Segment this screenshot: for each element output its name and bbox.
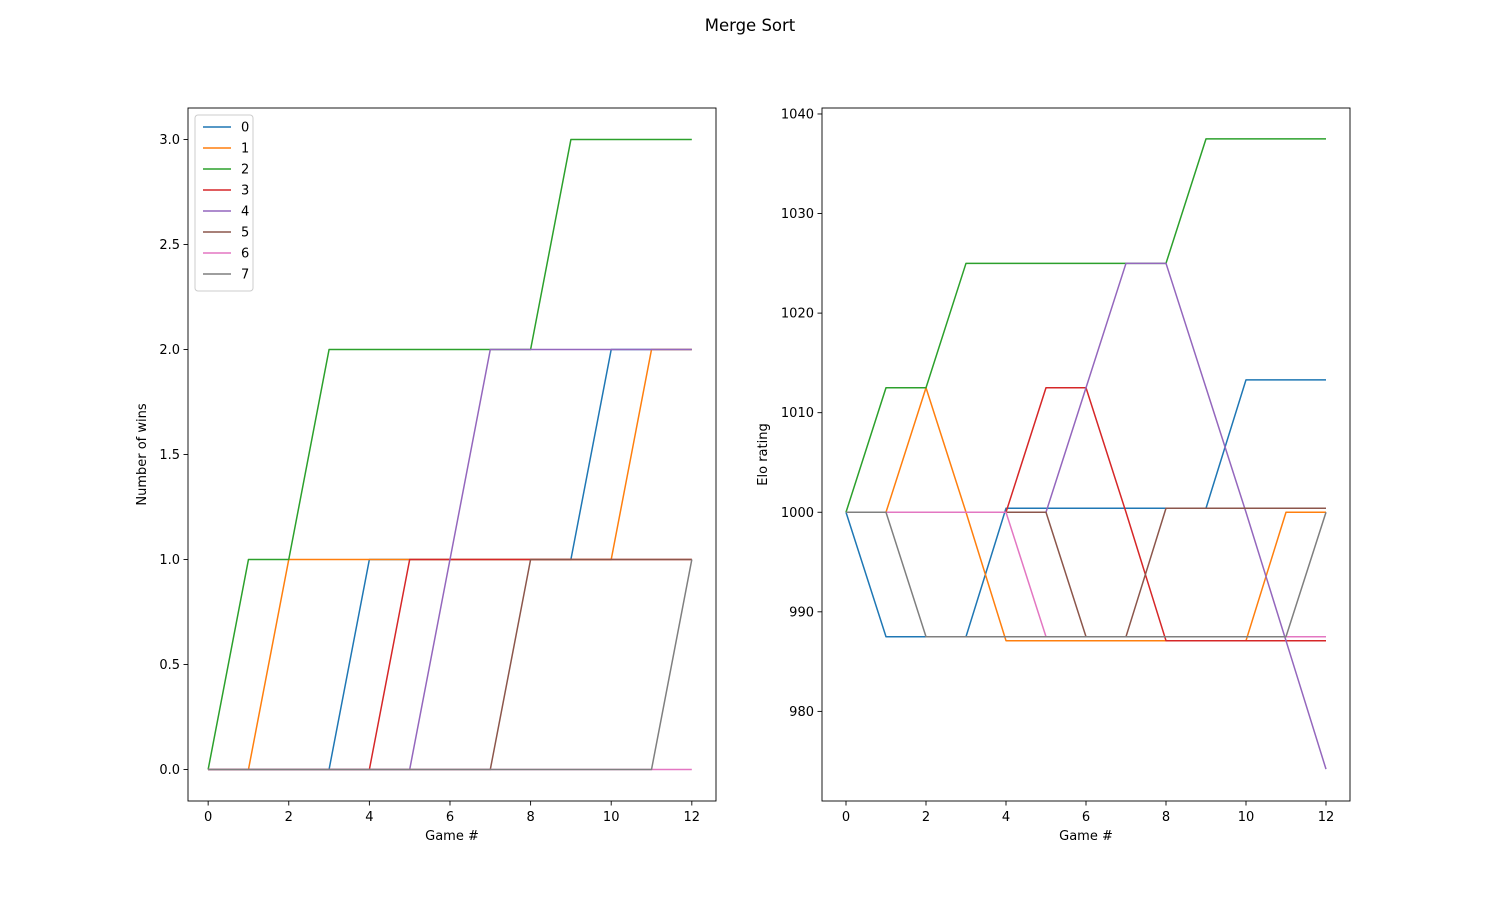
legend-label: 6 [241, 247, 249, 262]
y-tick-label: 3.0 [159, 133, 180, 148]
x-tick-label: 4 [1002, 810, 1010, 825]
x-tick-label: 2 [922, 810, 930, 825]
y-tick-label: 1000 [781, 506, 814, 521]
x-tick-label: 12 [1318, 810, 1335, 825]
x-tick-label: 12 [684, 810, 701, 825]
series-line-6 [846, 511, 1326, 638]
legend-label: 4 [241, 205, 249, 220]
x-tick-label: 10 [1238, 810, 1255, 825]
axes-frame [187, 107, 717, 802]
x-tick-label: 0 [842, 810, 850, 825]
legend-label: 5 [241, 226, 249, 241]
x-tick-label: 6 [446, 810, 454, 825]
legend-label: 3 [241, 184, 249, 199]
y-tick-label: 1020 [781, 307, 814, 322]
x-tick-label: 10 [603, 810, 620, 825]
legend-label: 2 [241, 163, 249, 178]
y-tick-label: 1.0 [159, 553, 180, 568]
y-tick-label: 1040 [781, 107, 814, 122]
y-tick-label: 0.5 [159, 658, 180, 673]
y-tick-label: 1010 [781, 406, 814, 421]
series-line-3 [208, 558, 692, 771]
series-line-2 [845, 138, 1326, 513]
series-line-2 [207, 138, 692, 770]
y-tick-label: 2.0 [159, 343, 180, 358]
series-line-7 [846, 511, 1327, 638]
legend-frame [194, 114, 254, 292]
x-tick-label: 4 [365, 810, 373, 825]
x-tick-label: 6 [1082, 810, 1090, 825]
y-tick-label: 0.0 [159, 763, 180, 778]
axes-frame [821, 107, 1351, 802]
y-tick-label: 990 [789, 605, 814, 620]
y-tick-label: 1030 [781, 207, 814, 222]
series-group [845, 138, 1327, 770]
series-line-5 [208, 558, 692, 771]
legend: 0 1 2 3 4 5 6 7 [194, 114, 254, 292]
series-line-4 [846, 262, 1327, 770]
legend-label: 0 [241, 121, 249, 136]
series-line-1 [846, 387, 1326, 642]
series-group [207, 138, 693, 771]
x-tick-label: 8 [526, 810, 534, 825]
x-tick-label: 0 [204, 810, 212, 825]
x-axis-label: Game # [425, 829, 479, 844]
y-tick-label: 980 [789, 705, 814, 720]
series-line-3 [846, 387, 1326, 642]
elo-subplot: 0 2 4 6 8 10 12 980 990 1000 1010 1020 1030 1040 Game … [756, 107, 1351, 844]
y-tick-label: 2.5 [159, 238, 180, 253]
x-axis-label: Game # [1059, 829, 1113, 844]
legend-label: 7 [241, 268, 249, 283]
x-tick-label: 8 [1162, 810, 1170, 825]
legend-label: 1 [241, 142, 249, 157]
y-axis-label: Elo rating [756, 423, 771, 485]
x-tick-label: 2 [285, 810, 293, 825]
y-tick-label: 1.5 [159, 448, 180, 463]
series-line-7 [208, 559, 693, 771]
figure-title: Merge Sort [704, 16, 796, 35]
y-axis-label: Number of wins [135, 403, 150, 506]
